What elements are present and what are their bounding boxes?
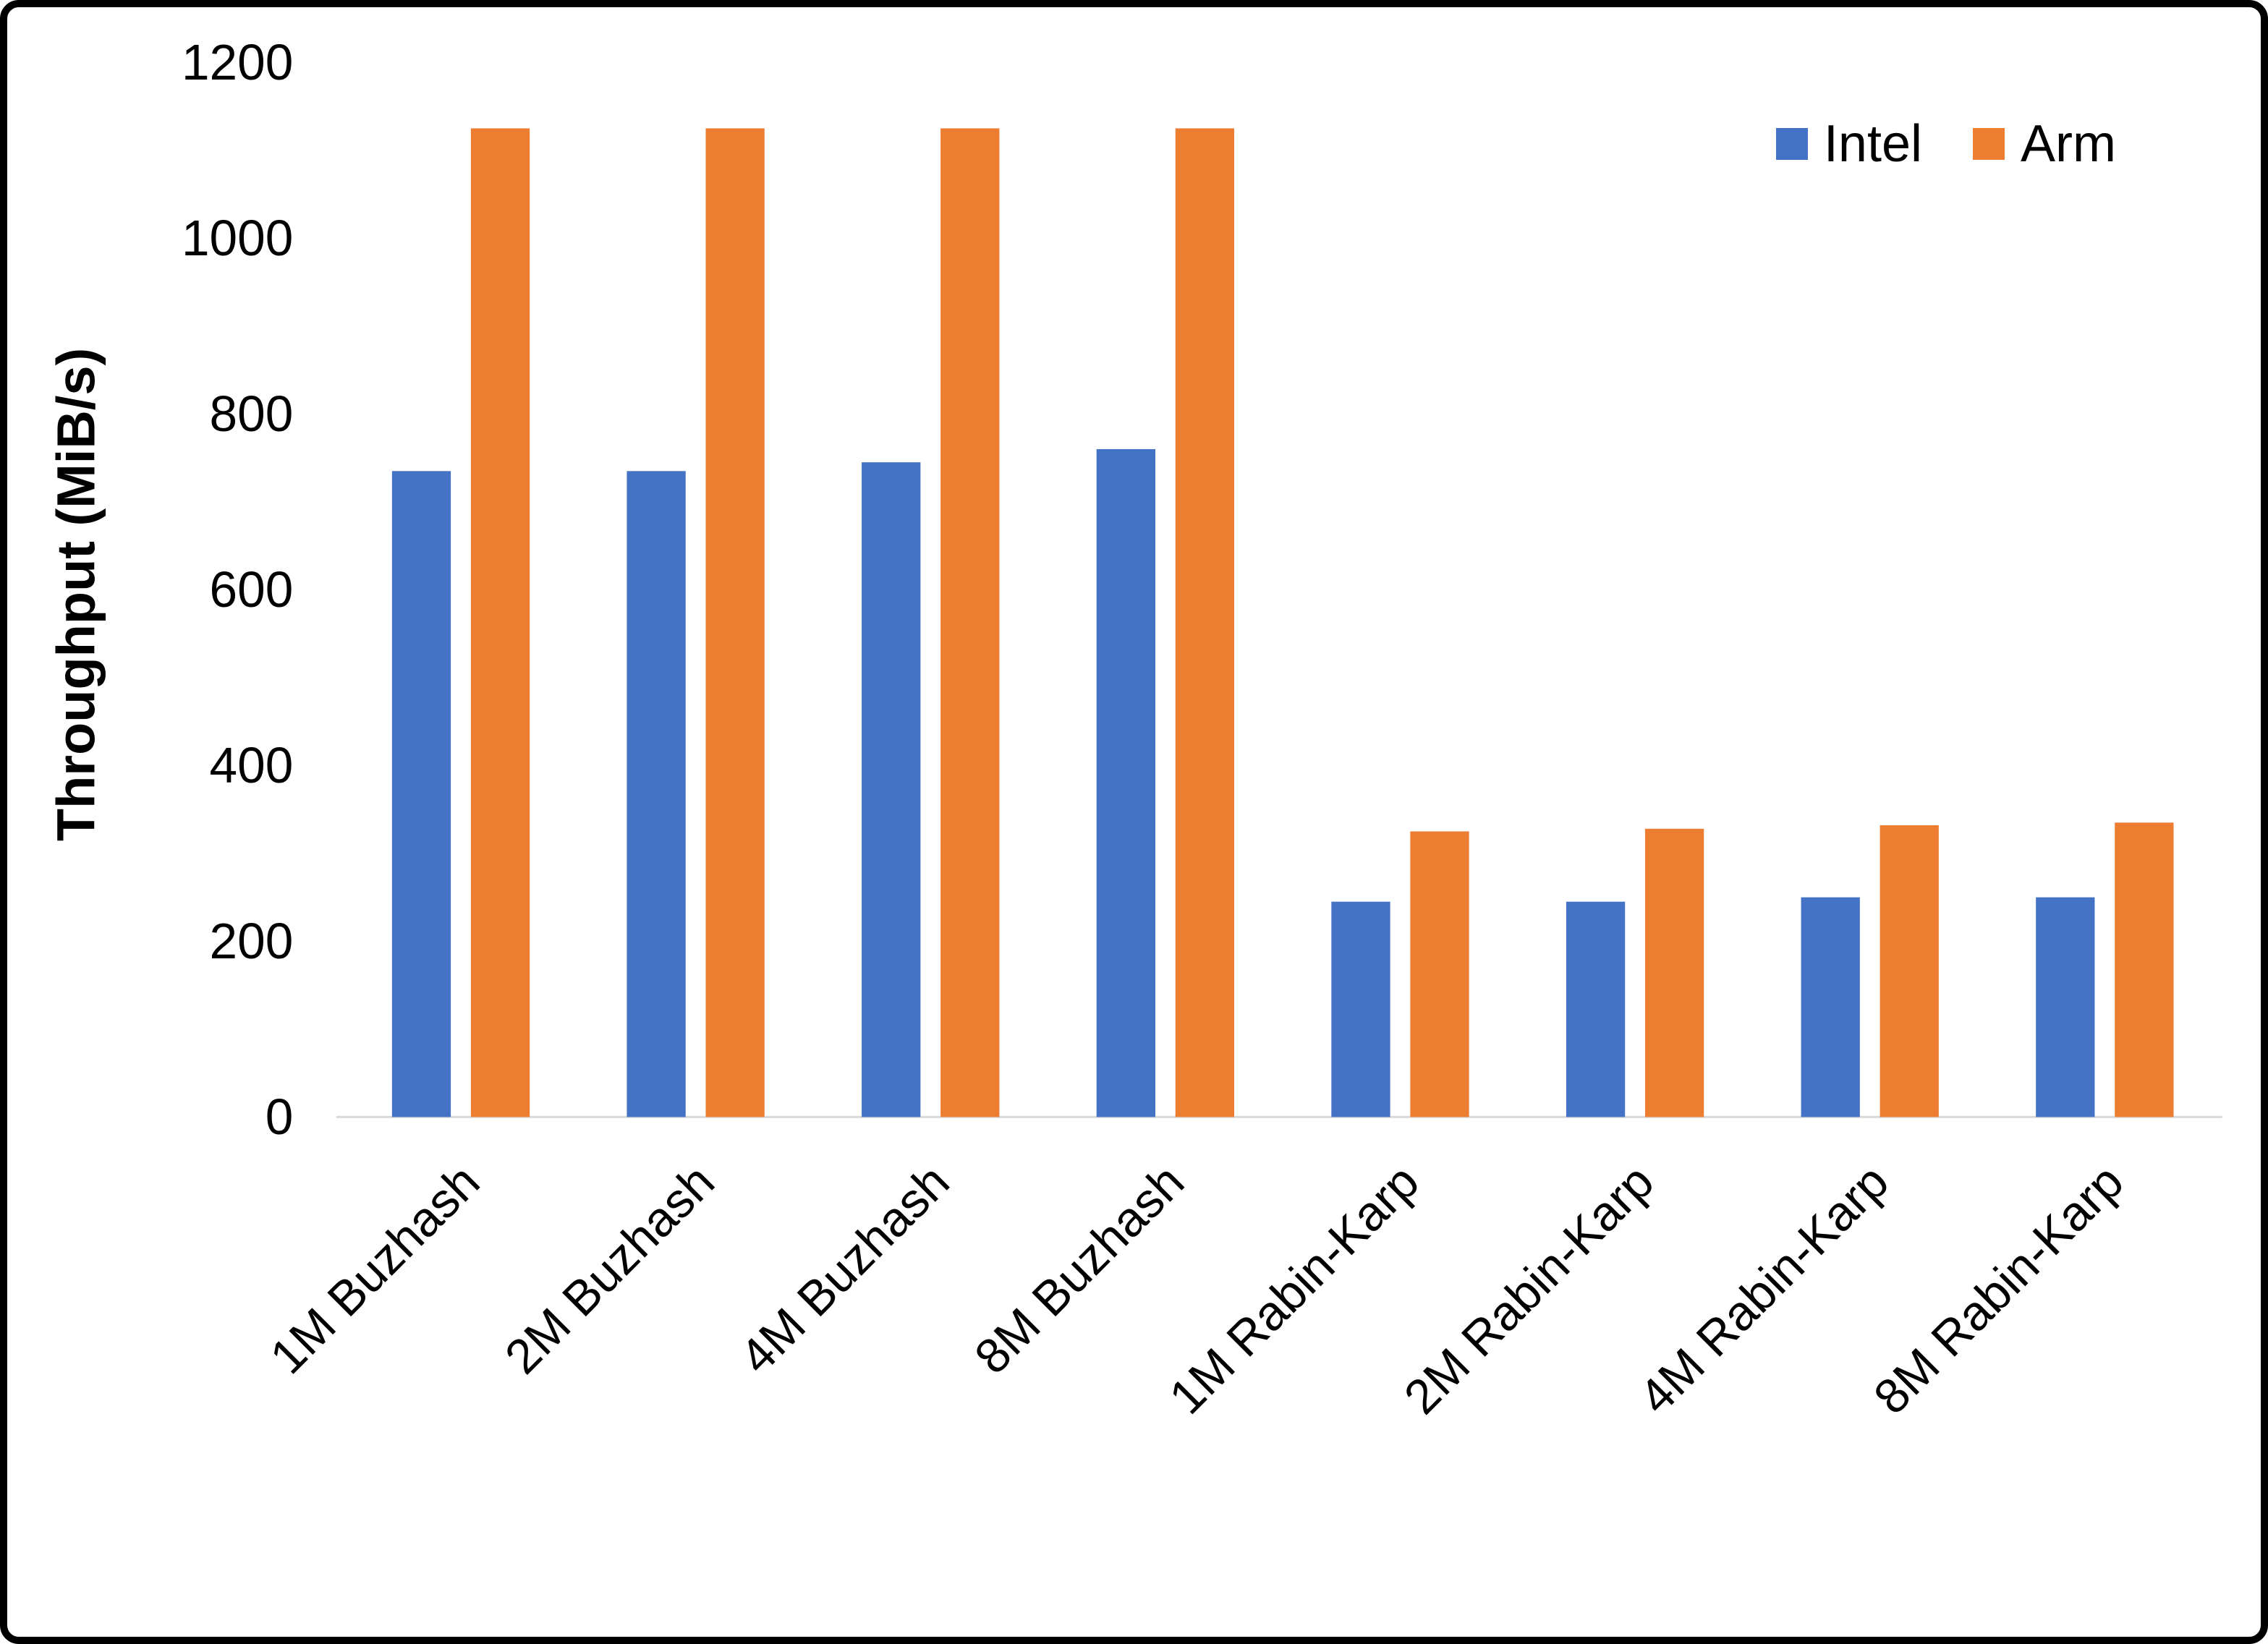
x-category-label-1: 1M Buzhash	[260, 1154, 490, 1384]
bar-intel-4m-buzhash	[862, 462, 921, 1117]
bar-intel-1m-buzhash	[391, 471, 451, 1117]
bar-arm-1m-rabin-karp	[1410, 831, 1469, 1117]
bar-arm-4m-rabin-karp	[1880, 825, 1939, 1117]
legend-swatch-intel	[1775, 128, 1808, 160]
bar-intel-8m-buzhash	[1096, 448, 1155, 1117]
legend-label-arm: Arm	[2021, 115, 2116, 173]
bar-intel-4m-rabin-karp	[1801, 897, 1860, 1117]
bar-intel-2m-buzhash	[627, 471, 686, 1117]
chart-legend: Intel Arm	[1775, 114, 2116, 174]
bar-arm-8m-buzhash	[1175, 128, 1235, 1117]
legend-item-intel: Intel	[1775, 114, 1923, 174]
y-tick-label-0: 0	[266, 1089, 294, 1145]
bar-intel-2m-rabin-karp	[1566, 901, 1626, 1117]
x-category-label-6: 2M Rabin-Karp	[1394, 1154, 1665, 1425]
bar-intel-8m-rabin-karp	[2036, 897, 2095, 1117]
bar-intel-1m-rabin-karp	[1331, 901, 1390, 1117]
y-axis-title: Throughput (MiB/s)	[46, 347, 106, 842]
x-category-label-4: 8M Buzhash	[964, 1154, 1194, 1384]
bar-arm-2m-buzhash	[705, 128, 765, 1117]
y-tick-label-600: 600	[210, 561, 294, 618]
y-tick-label-400: 400	[210, 737, 294, 793]
legend-item-arm: Arm	[1973, 114, 2116, 174]
y-tick-label-800: 800	[210, 386, 294, 442]
x-category-label-7: 4M Rabin-Karp	[1629, 1154, 1900, 1425]
x-category-label-8: 8M Rabin-Karp	[1864, 1154, 2134, 1425]
x-category-label-5: 1M Rabin-Karp	[1159, 1154, 1430, 1425]
bar-arm-1m-buzhash	[470, 128, 530, 1117]
y-tick-label-200: 200	[210, 913, 294, 969]
x-category-label-3: 4M Buzhash	[730, 1154, 960, 1384]
bar-arm-4m-buzhash	[940, 128, 1000, 1117]
chart-svg: 0 200 400 600 800 1000 1200 1M Buzhash 2M Buzhas…	[182, 34, 2222, 1425]
legend-swatch-arm	[1973, 128, 2005, 160]
bar-arm-8m-rabin-karp	[2115, 822, 2174, 1117]
y-tick-label-1000: 1000	[182, 210, 293, 266]
legend-label-intel: Intel	[1823, 115, 1923, 173]
x-category-label-2: 2M Buzhash	[495, 1154, 725, 1384]
bar-arm-2m-rabin-karp	[1644, 828, 1704, 1117]
y-tick-label-1200: 1200	[182, 34, 293, 90]
